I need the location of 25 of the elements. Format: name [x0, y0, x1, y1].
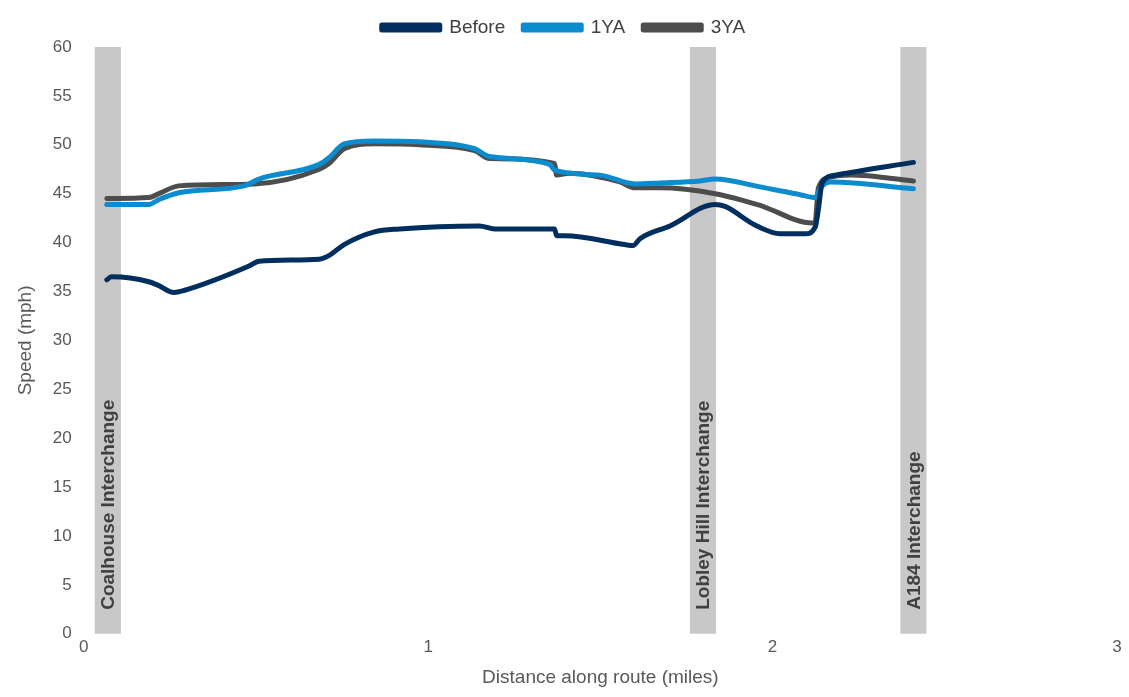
- band-label: Lobley Hill Interchange: [692, 400, 714, 610]
- y-tick-label: 30: [52, 330, 72, 350]
- y-tick-label: 5: [62, 574, 72, 594]
- x-tick-label: 0: [78, 636, 89, 656]
- y-tick-label: 10: [52, 525, 72, 545]
- x-tick-label: 3: [1112, 636, 1122, 656]
- x-tick-label: 2: [767, 636, 778, 656]
- y-tick-label: 45: [52, 183, 72, 203]
- y-axis-title: Speed (mph): [13, 285, 35, 396]
- x-axis-title: Distance along route (miles): [482, 665, 719, 687]
- y-tick-label: 35: [52, 281, 72, 301]
- y-tick-label: 25: [52, 378, 72, 398]
- y-tick-label: 50: [52, 134, 72, 154]
- y-tick-label: 0: [62, 623, 72, 643]
- y-tick-label: 55: [52, 85, 72, 105]
- legend-label: 3YA: [710, 15, 746, 37]
- legend-label: Before: [449, 15, 506, 37]
- x-tick-label: 1: [423, 636, 433, 656]
- y-tick-label: 40: [52, 232, 72, 252]
- y-tick-label: 20: [52, 427, 72, 447]
- legend-label: 1YA: [590, 15, 626, 37]
- y-tick-label: 15: [52, 476, 72, 496]
- band-label: Coalhouse Interchange: [97, 399, 119, 610]
- band-label: A184 Interchange: [902, 451, 924, 610]
- y-tick-label: 60: [52, 36, 72, 56]
